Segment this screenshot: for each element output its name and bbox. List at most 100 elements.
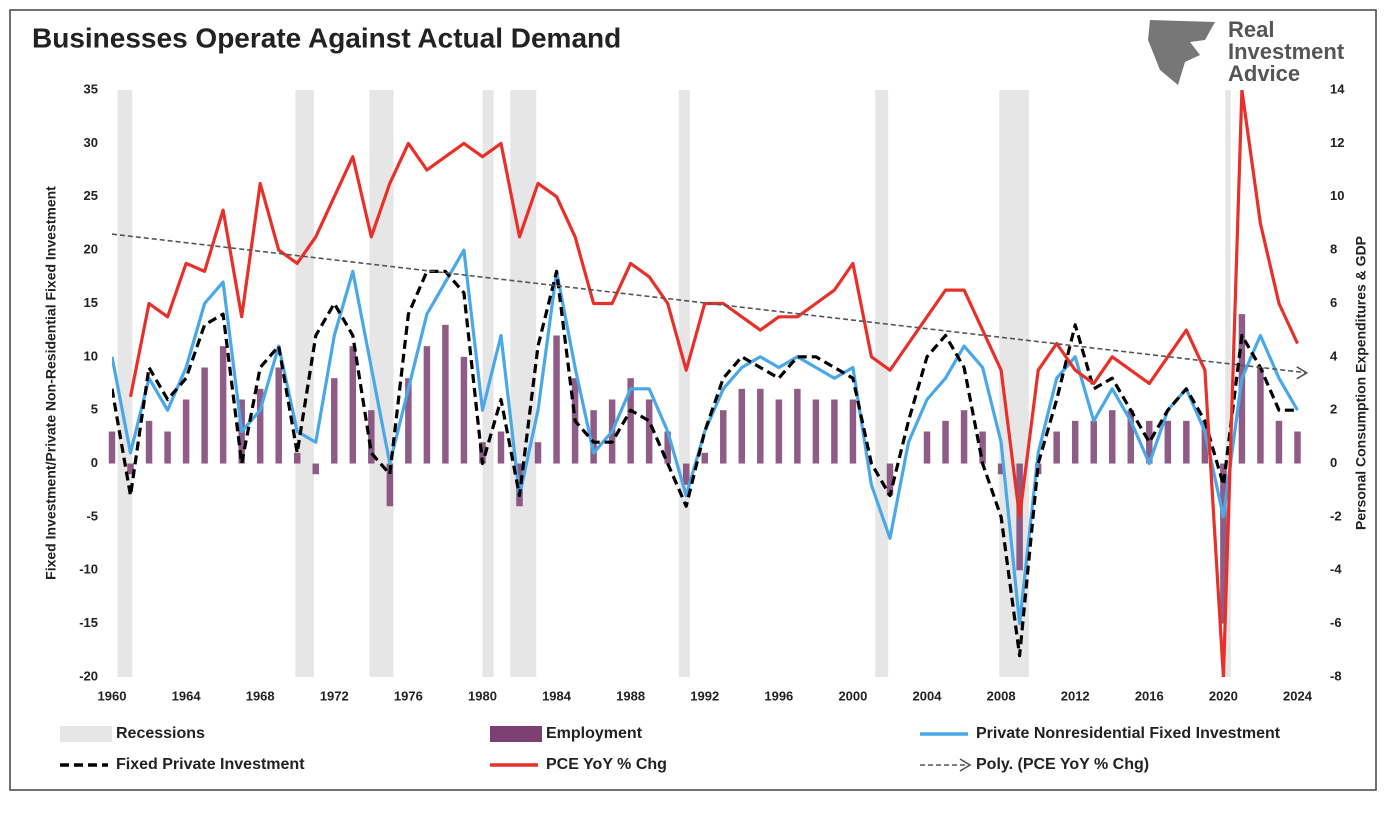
y2-tick-label: 10 (1330, 188, 1344, 203)
employment-bar (794, 388, 801, 464)
employment-bar (442, 324, 449, 464)
employment-bar (108, 431, 116, 464)
y2-tick-label: -2 (1330, 508, 1342, 523)
logo: Real Investment Advice (1148, 17, 1345, 86)
y-tick-label: -20 (79, 668, 98, 683)
employment-bar (553, 335, 560, 464)
employment-bar (312, 463, 319, 475)
x-tick-label: 1988 (616, 688, 645, 703)
employment-bar (1220, 463, 1227, 624)
employment-bar (405, 378, 412, 464)
employment-bar (331, 378, 338, 464)
employment-bar (664, 431, 671, 464)
x-tick-label: 1992 (690, 688, 719, 703)
employment-bar (497, 431, 505, 464)
recession-band (875, 90, 889, 677)
employment-bar (923, 431, 931, 464)
chart-title: Businesses Operate Against Actual Demand (32, 22, 621, 53)
employment-bar (849, 399, 857, 464)
employment-bar (1053, 431, 1060, 464)
employment-bar (256, 388, 264, 464)
employment-bar (960, 410, 968, 464)
employment-bar (534, 442, 542, 464)
recession-band (1225, 90, 1231, 677)
series-line (128, 90, 1299, 677)
y-tick-label: -15 (79, 615, 98, 630)
recession-band (678, 90, 690, 677)
employment-bar (219, 346, 227, 464)
legend-swatch (490, 726, 542, 742)
employment-bar (1146, 420, 1153, 464)
employment-bar (1201, 420, 1209, 464)
x-tick-label: 1984 (542, 688, 572, 703)
employment-bar (1294, 431, 1301, 464)
x-tick-label: 1972 (320, 688, 349, 703)
y-axis-label: Fixed Investment/Private Non-Residential… (43, 186, 59, 580)
series-line (112, 269, 1298, 658)
employment-bar (1071, 420, 1079, 464)
legend-label: Employment (546, 725, 643, 742)
employment-bar (1275, 420, 1283, 464)
employment-bar (201, 367, 208, 464)
employment-bar (164, 431, 171, 464)
legend-arrow (959, 758, 972, 772)
y-tick-label: 25 (84, 188, 98, 203)
legend-label: Poly. (PCE YoY % Chg) (976, 756, 1149, 773)
y-tick-label: 30 (84, 135, 98, 150)
x-tick-label: 1996 (764, 688, 793, 703)
recession-band (295, 90, 314, 677)
legend-label: Fixed Private Investment (116, 756, 305, 773)
employment-bar (145, 420, 153, 464)
y-tick-label: -10 (79, 562, 98, 577)
employment-bar (627, 378, 634, 464)
x-tick-label: 2024 (1283, 688, 1313, 703)
employment-bar (368, 410, 375, 464)
legend-label: Private Nonresidential Fixed Investment (976, 725, 1281, 742)
employment-bar (460, 356, 468, 464)
x-tick-label: 2016 (1135, 688, 1164, 703)
employment-bar (942, 420, 949, 464)
x-tick-label: 2000 (838, 688, 867, 703)
employment-bar (720, 410, 727, 464)
series-line (112, 248, 1299, 626)
x-tick-label: 2008 (987, 688, 1016, 703)
employment-bar (349, 346, 357, 464)
employment-bar (645, 399, 653, 464)
logo-mark (1148, 20, 1215, 85)
y-tick-label: 5 (91, 402, 98, 417)
y2-tick-label: -4 (1330, 562, 1342, 577)
y2-tick-label: 6 (1330, 295, 1337, 310)
employment-bar (182, 399, 190, 464)
x-tick-label: 1968 (246, 688, 275, 703)
employment-bar (997, 463, 1005, 475)
x-tick-label: 1960 (98, 688, 127, 703)
logo-text: Real (1228, 17, 1274, 42)
y2-tick-label: -6 (1330, 615, 1342, 630)
y2-tick-label: 4 (1330, 348, 1338, 363)
y-tick-label: 10 (84, 348, 98, 363)
logo-text: Investment (1228, 39, 1345, 64)
x-tick-label: 1980 (468, 688, 497, 703)
employment-bar (479, 442, 486, 464)
employment-bar (812, 399, 820, 464)
employment-bar (738, 388, 746, 464)
y2-tick-label: 8 (1330, 242, 1337, 257)
x-tick-label: 1976 (394, 688, 423, 703)
x-tick-label: 2004 (913, 688, 943, 703)
y2-axis-label: Personal Consumption Expenditures & GDP (1353, 236, 1369, 530)
y-tick-label: 20 (84, 242, 98, 257)
employment-bar (275, 367, 282, 464)
legend-swatch (60, 726, 112, 742)
employment-bar (775, 399, 783, 464)
y2-tick-label: 14 (1330, 81, 1345, 96)
employment-bar (386, 463, 394, 507)
employment-bar (127, 463, 134, 475)
employment-bar (590, 410, 597, 464)
employment-bar (293, 452, 301, 464)
y-tick-label: -5 (86, 508, 98, 523)
legend-label: Recessions (116, 725, 205, 742)
employment-bar (1183, 420, 1190, 464)
x-tick-label: 1964 (172, 688, 202, 703)
employment-bar (682, 463, 690, 485)
